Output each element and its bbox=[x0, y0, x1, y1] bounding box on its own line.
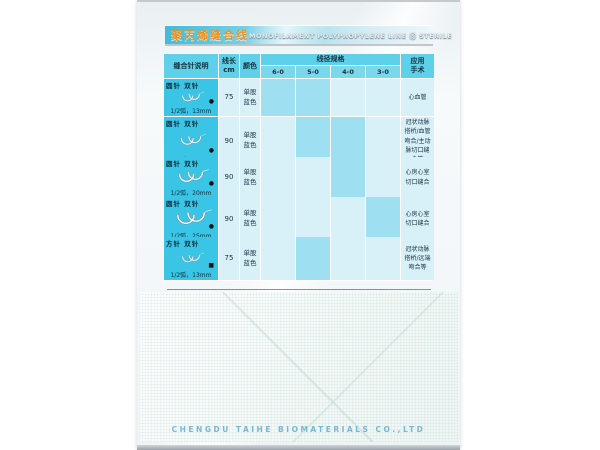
needle-point-marker: ● bbox=[208, 180, 214, 188]
section-divider-line bbox=[167, 289, 431, 290]
header-thread-length-label: 线长 bbox=[222, 57, 236, 66]
header-application-line2: 手术 bbox=[410, 66, 425, 74]
needle-point-marker: ● bbox=[208, 223, 214, 231]
needle-description-cell: 圆针 双针 ● 1/2弧，20mm bbox=[164, 157, 218, 199]
needle-arc-label: 1/2弧，20mm bbox=[170, 190, 212, 198]
color-label: 蓝色 bbox=[243, 258, 257, 267]
strand-label: 单股 bbox=[243, 167, 257, 176]
color-label: 蓝色 bbox=[243, 177, 257, 186]
double-needle-image bbox=[181, 91, 205, 102]
header-spec-3-0: 3-0 bbox=[366, 66, 400, 78]
application-cell: 心房心室切口缝合 bbox=[401, 197, 434, 242]
color-label: 蓝色 bbox=[243, 141, 257, 150]
fabric-texture-image bbox=[139, 292, 458, 442]
needle-point-marker: ■ bbox=[208, 262, 214, 269]
strand-label: 单股 bbox=[243, 131, 257, 140]
double-needle-image bbox=[180, 134, 207, 146]
thread-length-cell: 75 bbox=[219, 79, 239, 116]
thread-color-cell: 单股 蓝色 bbox=[240, 117, 260, 166]
spec-cell-3-0 bbox=[366, 79, 400, 116]
needle-type-label: 圆针 双针 bbox=[166, 160, 200, 168]
needle-description-cell: 圆针 双针 ● 1/2弧，25mm bbox=[164, 197, 218, 242]
thread-color-cell: 单股 蓝色 bbox=[240, 197, 260, 242]
header-thread-length-unit: cm bbox=[223, 66, 235, 74]
spec-cell-5-0 bbox=[296, 157, 330, 199]
header-spec-6-0: 6-0 bbox=[261, 66, 295, 78]
needle-point-marker: ● bbox=[208, 98, 214, 105]
application-cell: 冠状动脉搭桥/远端吻合等 bbox=[401, 237, 434, 280]
spec-cell-4-0 bbox=[331, 79, 365, 116]
spec-cell-3-0 bbox=[366, 197, 400, 242]
thread-color-cell: 单股 蓝色 bbox=[240, 79, 260, 116]
strand-label: 单股 bbox=[243, 209, 257, 218]
needle-description-cell: 圆针 双针 ● 1/2弧，13mm bbox=[164, 79, 218, 116]
header-application-line1: 应用 bbox=[410, 57, 425, 66]
needle-arc-label: 1/2弧，25mm bbox=[166, 231, 216, 240]
page-bottom-edge bbox=[137, 445, 460, 450]
double-needle-image bbox=[176, 209, 212, 225]
needle-description-cell: 方针 双针 ■ 1/2弧，13mm bbox=[164, 237, 218, 280]
spec-cell-4-0 bbox=[331, 157, 365, 199]
product-spec-table: 缝合针说明 线长 cm 颜色 线径规格 6-0 5-0 4-0 3-0 应用 手… bbox=[163, 53, 434, 281]
header-color: 颜色 bbox=[240, 54, 260, 78]
header-thread-length: 线长 cm bbox=[219, 54, 239, 78]
table-row: 圆针 双针 ● 1/2弧，16mm 90 单股 蓝色 冠状动脉搭桥/血管吻合/主… bbox=[164, 117, 434, 166]
brochure-page: 聚丙烯缝合线 MONOFILAMENT POLYPROPYLENE LINE Ⓢ… bbox=[137, 0, 460, 450]
needle-arc-label: 1/2弧，13mm bbox=[170, 107, 212, 115]
color-label: 蓝色 bbox=[243, 219, 257, 228]
table-row: 圆针 双针 ● 1/2弧，13mm 75 单股 蓝色 心血管 bbox=[164, 79, 434, 116]
application-cell: 心血管 bbox=[401, 79, 434, 116]
spec-cell-6-0 bbox=[261, 197, 295, 242]
spec-cell-5-0 bbox=[296, 197, 330, 242]
header-spec-group: 线径规格 bbox=[261, 54, 400, 65]
double-needle-image bbox=[181, 252, 205, 263]
thread-length-cell: 75 bbox=[219, 237, 239, 280]
spec-cell-3-0 bbox=[366, 157, 400, 199]
header-spec-4-0: 4-0 bbox=[331, 66, 365, 78]
spec-cell-6-0 bbox=[261, 157, 295, 199]
spec-cell-6-0 bbox=[261, 79, 295, 116]
header-needle-description: 缝合针说明 bbox=[164, 54, 218, 78]
spec-cell-6-0 bbox=[261, 237, 295, 280]
strand-label: 单股 bbox=[243, 248, 257, 257]
application-cell: 心房心室切口缝合 bbox=[401, 157, 434, 199]
thread-length-cell: 90 bbox=[219, 197, 239, 242]
thread-length-cell: 90 bbox=[219, 117, 239, 166]
banner-title-cn: 聚丙烯缝合线 bbox=[171, 29, 249, 42]
needle-type-label: 圆针 双针 bbox=[166, 82, 200, 90]
spec-cell-4-0 bbox=[331, 197, 365, 242]
color-label: 蓝色 bbox=[243, 97, 257, 106]
page-top-edge bbox=[137, 0, 460, 2]
table-row: 方针 双针 ■ 1/2弧，13mm 75 单股 蓝色 冠状动脉搭桥/远端吻合等 bbox=[164, 237, 434, 280]
needle-point-marker: ● bbox=[208, 147, 214, 155]
thread-color-cell: 单股 蓝色 bbox=[240, 157, 260, 199]
spec-cell-5-0 bbox=[296, 237, 330, 280]
needle-type-label: 圆针 双针 bbox=[166, 200, 200, 208]
banner: 聚丙烯缝合线 MONOFILAMENT POLYPROPYLENE LINE Ⓢ… bbox=[165, 25, 452, 44]
thread-color-cell: 单股 蓝色 bbox=[240, 237, 260, 280]
spec-cell-5-0 bbox=[296, 79, 330, 116]
double-needle-image bbox=[178, 169, 209, 183]
header-application: 应用 手术 bbox=[401, 54, 434, 78]
spec-cell-4-0 bbox=[331, 237, 365, 280]
needle-type-label: 圆针 双针 bbox=[166, 120, 200, 128]
strand-label: 单股 bbox=[243, 87, 257, 96]
footer-company: CHENGDU TAIHE BIOMATERIALS CO.,LTD bbox=[171, 425, 426, 434]
header-spec-5-0: 5-0 bbox=[296, 66, 330, 78]
thread-length-cell: 90 bbox=[219, 157, 239, 199]
spec-cell-3-0 bbox=[366, 237, 400, 280]
table-header: 缝合针说明 线长 cm 颜色 线径规格 6-0 5-0 4-0 3-0 应用 手… bbox=[164, 54, 434, 78]
banner-title-en: MONOFILAMENT POLYPROPYLENE LINE Ⓢ STERIL… bbox=[249, 32, 453, 40]
needle-type-label: 方针 双针 bbox=[166, 240, 200, 248]
needle-arc-label: 1/2弧，13mm bbox=[170, 271, 212, 279]
table-row: 圆针 双针 ● 1/2弧，20mm 90 单股 蓝色 心房心室切口缝合 bbox=[164, 157, 434, 199]
table-row: 圆针 双针 ● 1/2弧，25mm 90 单股 蓝色 心房心室切口缝合 bbox=[164, 197, 434, 242]
